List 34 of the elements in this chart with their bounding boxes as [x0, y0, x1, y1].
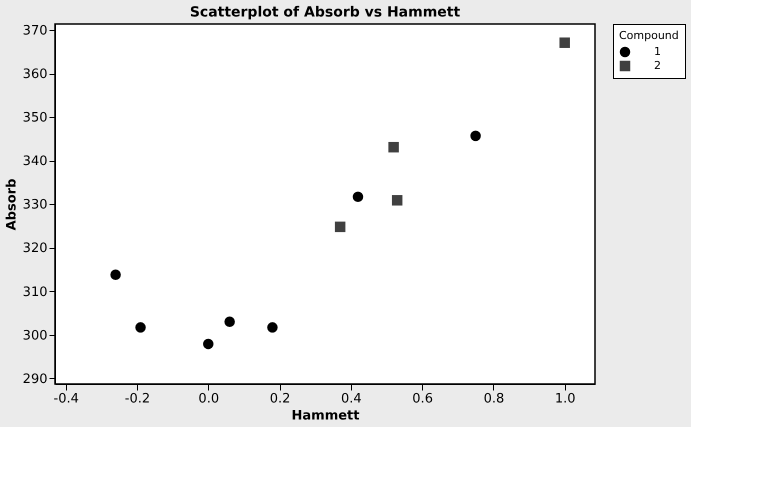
point: [352, 192, 364, 202]
point: [224, 316, 235, 327]
x-tick-label: 0.0: [198, 392, 220, 406]
legend-title: Compound: [619, 29, 679, 42]
legend-label: 1: [654, 45, 661, 58]
x-tick-label: 0.8: [484, 392, 504, 406]
y-tick-label: 310: [22, 284, 48, 300]
x-tick-label: 0.2: [270, 392, 290, 406]
y-tick-label: 330: [22, 198, 48, 213]
y-tick-label: 290: [22, 372, 48, 387]
x-tick-label: 1.0: [554, 392, 576, 406]
x-tick-label: 0.6: [412, 392, 433, 406]
y-axis-title: Absorb: [4, 178, 20, 230]
x-tick-label: -0.2: [124, 392, 150, 406]
x-tick-label: -0.4: [54, 392, 79, 406]
point: [470, 130, 481, 142]
point: [135, 322, 146, 333]
point: [388, 142, 399, 152]
y-tick-label: 360: [22, 67, 48, 82]
chart-title: Scatterplot of Absorb vs Hammett: [190, 4, 460, 20]
point: [203, 338, 214, 350]
y-tick-label: 340: [22, 154, 48, 170]
point: [559, 37, 570, 48]
y-tick-label: 320: [22, 241, 48, 256]
point: [392, 195, 402, 206]
y-tick-label: 350: [22, 110, 48, 126]
legend-label: 2: [654, 59, 661, 72]
y-tick-label: 370: [22, 24, 48, 39]
point: [334, 222, 346, 232]
point: [267, 322, 278, 333]
point: [110, 270, 121, 280]
y-tick-label: 300: [22, 328, 48, 344]
x-tick-label: 0.4: [341, 392, 362, 406]
x-axis-title: Hammett: [292, 408, 360, 424]
